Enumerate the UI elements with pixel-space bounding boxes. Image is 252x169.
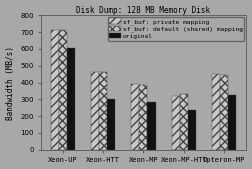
Bar bbox=[131, 84, 139, 150]
Legend: sf_buf: private mapping, sf_buf: default (shared) mapping, original: sf_buf: private mapping, sf_buf: default… bbox=[108, 17, 244, 41]
Bar bbox=[188, 110, 196, 150]
Bar bbox=[51, 30, 59, 150]
Bar bbox=[147, 102, 155, 150]
Bar bbox=[172, 96, 180, 150]
Bar bbox=[67, 48, 75, 150]
Bar bbox=[59, 30, 67, 150]
Bar bbox=[139, 85, 147, 150]
Bar bbox=[180, 94, 188, 150]
Bar bbox=[212, 74, 220, 150]
Bar bbox=[228, 95, 236, 150]
Bar bbox=[91, 72, 99, 150]
Y-axis label: Bandwidth (MB/s): Bandwidth (MB/s) bbox=[6, 46, 15, 120]
Title: Disk Dump: 128 MB Memory Disk: Disk Dump: 128 MB Memory Disk bbox=[76, 6, 210, 15]
Bar bbox=[99, 73, 107, 150]
Bar bbox=[107, 99, 115, 150]
Bar bbox=[220, 75, 228, 150]
